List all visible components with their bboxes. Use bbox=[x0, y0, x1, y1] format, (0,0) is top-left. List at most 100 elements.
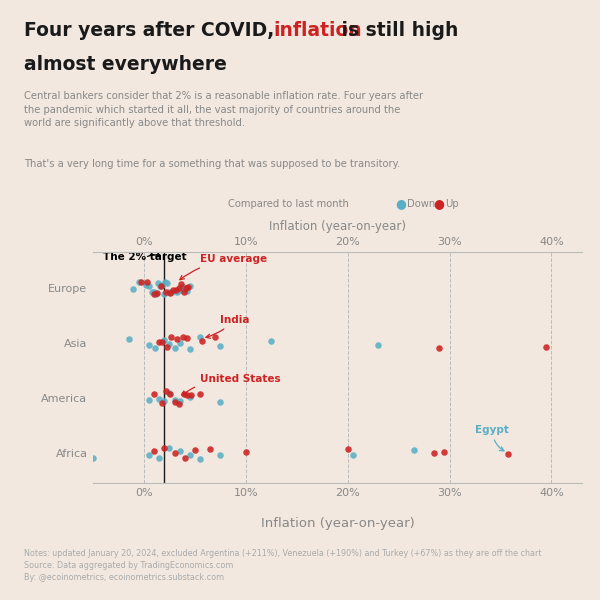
Point bbox=[164, 287, 174, 296]
Point bbox=[170, 448, 179, 458]
Point bbox=[182, 333, 191, 343]
Point bbox=[164, 339, 174, 349]
Point bbox=[178, 283, 187, 292]
Point bbox=[180, 284, 190, 293]
Point bbox=[266, 336, 276, 346]
Point bbox=[136, 277, 146, 287]
Text: India: India bbox=[206, 314, 250, 338]
Point bbox=[181, 283, 191, 292]
Point bbox=[88, 454, 98, 463]
Point bbox=[185, 281, 194, 291]
Point bbox=[149, 446, 159, 456]
Text: inflation: inflation bbox=[273, 21, 362, 40]
Point bbox=[152, 288, 162, 298]
Point bbox=[142, 277, 152, 286]
Point bbox=[161, 277, 170, 286]
Point bbox=[58, 399, 67, 409]
Point bbox=[542, 342, 551, 352]
Point bbox=[175, 396, 184, 406]
Point bbox=[172, 334, 181, 344]
Point bbox=[185, 344, 194, 353]
Point bbox=[161, 386, 171, 396]
Point bbox=[175, 338, 184, 347]
Point bbox=[160, 396, 169, 406]
Text: Four years after COVID,: Four years after COVID, bbox=[24, 21, 281, 40]
X-axis label: Inflation (year-on-year): Inflation (year-on-year) bbox=[260, 517, 415, 530]
Point bbox=[182, 390, 191, 400]
Point bbox=[434, 343, 444, 353]
Point bbox=[343, 445, 352, 454]
Point bbox=[183, 282, 193, 292]
Point bbox=[195, 332, 205, 342]
Point bbox=[157, 281, 166, 291]
Text: ●: ● bbox=[433, 197, 444, 211]
Text: United States: United States bbox=[182, 373, 281, 395]
Point bbox=[176, 279, 185, 289]
Text: Egypt: Egypt bbox=[475, 425, 509, 451]
Point bbox=[155, 281, 165, 291]
Point bbox=[185, 392, 194, 402]
Point bbox=[503, 449, 512, 458]
Text: ●: ● bbox=[395, 197, 406, 211]
Point bbox=[185, 450, 194, 460]
Point bbox=[144, 450, 154, 460]
Point bbox=[175, 286, 184, 295]
Point bbox=[149, 389, 159, 398]
Point bbox=[157, 280, 167, 290]
Point bbox=[409, 445, 419, 455]
Text: The 2% target: The 2% target bbox=[103, 253, 187, 263]
Point bbox=[151, 343, 160, 353]
Point bbox=[154, 394, 164, 404]
Point bbox=[128, 284, 137, 294]
Point bbox=[174, 284, 184, 293]
Point bbox=[174, 400, 184, 409]
Point bbox=[154, 278, 163, 288]
Point bbox=[134, 277, 143, 287]
Point bbox=[430, 448, 439, 458]
Point bbox=[160, 335, 169, 345]
Text: Notes: updated January 20, 2024, excluded Argentina (+211%), Venezuela (+190%) a: Notes: updated January 20, 2024, exclude… bbox=[24, 550, 542, 582]
Point bbox=[163, 278, 172, 288]
Point bbox=[175, 446, 184, 456]
Point bbox=[179, 287, 188, 296]
Point bbox=[144, 281, 154, 291]
Point bbox=[149, 289, 159, 299]
Point bbox=[151, 289, 161, 298]
Point bbox=[157, 337, 167, 347]
Text: Up: Up bbox=[445, 199, 459, 209]
Point bbox=[124, 334, 133, 343]
Point bbox=[241, 447, 251, 457]
Point bbox=[172, 287, 181, 297]
Point bbox=[170, 397, 179, 407]
Point bbox=[180, 453, 190, 463]
Point bbox=[167, 332, 176, 341]
Text: Central bankers consider that 2% is a reasonable inflation rate. Four years afte: Central bankers consider that 2% is a re… bbox=[24, 91, 423, 128]
Point bbox=[167, 287, 177, 297]
Point bbox=[373, 340, 383, 350]
Point bbox=[161, 287, 171, 297]
Point bbox=[215, 341, 225, 351]
Text: Compared to last month: Compared to last month bbox=[228, 199, 349, 209]
Point bbox=[205, 445, 215, 454]
Point bbox=[170, 343, 179, 353]
Point bbox=[211, 332, 220, 342]
Point bbox=[348, 450, 358, 460]
Point bbox=[154, 453, 164, 463]
Point bbox=[190, 445, 200, 455]
Point bbox=[164, 389, 174, 398]
Point bbox=[164, 443, 174, 453]
Point bbox=[182, 286, 191, 295]
Point bbox=[144, 341, 154, 350]
Text: almost everywhere: almost everywhere bbox=[24, 55, 227, 74]
Point bbox=[160, 289, 169, 299]
Point bbox=[154, 338, 164, 347]
Point bbox=[197, 337, 207, 346]
Point bbox=[195, 389, 205, 399]
Text: is still high: is still high bbox=[335, 21, 458, 40]
Point bbox=[144, 395, 154, 405]
Point bbox=[186, 390, 196, 400]
Point bbox=[169, 286, 178, 295]
Point bbox=[215, 451, 225, 460]
Point bbox=[149, 287, 159, 297]
Point bbox=[171, 285, 181, 295]
